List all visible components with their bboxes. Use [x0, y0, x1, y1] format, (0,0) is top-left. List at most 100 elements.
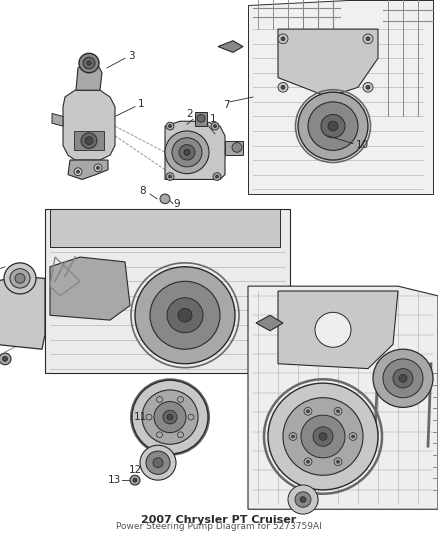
Circle shape: [156, 432, 162, 438]
Circle shape: [166, 122, 174, 130]
Circle shape: [77, 170, 80, 173]
Polygon shape: [248, 286, 438, 509]
Circle shape: [166, 173, 174, 180]
Circle shape: [213, 173, 221, 180]
Circle shape: [315, 312, 351, 348]
Polygon shape: [50, 208, 280, 247]
Bar: [195, 111, 207, 126]
Circle shape: [132, 380, 208, 454]
Circle shape: [172, 138, 202, 167]
Circle shape: [373, 349, 433, 407]
Circle shape: [298, 92, 368, 160]
Circle shape: [133, 478, 137, 482]
Text: Power Steering Pump Diagram for 5273759AI: Power Steering Pump Diagram for 5273759A…: [116, 522, 322, 531]
Circle shape: [4, 263, 36, 294]
Circle shape: [79, 53, 99, 72]
Circle shape: [10, 269, 30, 288]
Text: 3: 3: [128, 51, 134, 61]
Circle shape: [96, 166, 99, 169]
Circle shape: [178, 309, 192, 322]
Circle shape: [288, 485, 318, 514]
Circle shape: [301, 415, 345, 458]
Circle shape: [167, 298, 203, 333]
Circle shape: [215, 175, 219, 178]
Text: 13: 13: [107, 475, 120, 485]
Circle shape: [184, 149, 190, 155]
Text: 1: 1: [210, 114, 216, 124]
Text: 10: 10: [356, 141, 369, 150]
Text: 2007 Chrysler PT Cruiser: 2007 Chrysler PT Cruiser: [141, 515, 297, 525]
Circle shape: [169, 125, 172, 127]
Circle shape: [383, 359, 423, 398]
Circle shape: [197, 115, 205, 122]
Circle shape: [366, 37, 370, 41]
Circle shape: [281, 37, 285, 41]
Text: 8: 8: [140, 186, 146, 196]
Circle shape: [334, 458, 342, 466]
Circle shape: [319, 433, 327, 440]
Circle shape: [321, 115, 345, 138]
Circle shape: [278, 83, 288, 92]
Circle shape: [213, 125, 216, 127]
Polygon shape: [50, 257, 130, 320]
Circle shape: [363, 83, 373, 92]
Polygon shape: [218, 41, 243, 52]
Circle shape: [177, 432, 184, 438]
Circle shape: [307, 410, 310, 413]
Circle shape: [393, 369, 413, 388]
Circle shape: [74, 168, 82, 175]
Polygon shape: [68, 160, 108, 180]
Circle shape: [179, 144, 195, 160]
Circle shape: [3, 357, 7, 361]
Circle shape: [295, 492, 311, 507]
Bar: [225, 141, 243, 155]
Polygon shape: [278, 291, 398, 369]
Circle shape: [150, 281, 220, 349]
Circle shape: [146, 451, 170, 474]
Polygon shape: [45, 208, 290, 374]
Circle shape: [81, 133, 97, 148]
Text: 11: 11: [134, 412, 147, 422]
Text: 12: 12: [128, 465, 141, 475]
Text: 1: 1: [138, 99, 145, 109]
Circle shape: [304, 458, 312, 466]
Circle shape: [336, 410, 339, 413]
Circle shape: [334, 407, 342, 415]
Circle shape: [278, 34, 288, 44]
Circle shape: [313, 427, 333, 446]
Circle shape: [304, 407, 312, 415]
Polygon shape: [256, 315, 283, 331]
Circle shape: [130, 475, 140, 485]
Circle shape: [289, 433, 297, 440]
Circle shape: [349, 433, 357, 440]
Circle shape: [142, 390, 198, 445]
Text: 7: 7: [223, 100, 230, 110]
Circle shape: [268, 383, 378, 490]
Circle shape: [307, 461, 310, 463]
Circle shape: [156, 397, 162, 402]
Polygon shape: [0, 277, 45, 349]
Circle shape: [281, 85, 285, 89]
Text: 9: 9: [174, 199, 180, 209]
Circle shape: [160, 194, 170, 204]
Circle shape: [188, 414, 194, 420]
Circle shape: [399, 374, 407, 382]
Circle shape: [87, 61, 91, 65]
Polygon shape: [63, 90, 115, 160]
Circle shape: [211, 122, 219, 130]
Circle shape: [163, 410, 177, 424]
Circle shape: [85, 137, 93, 144]
Polygon shape: [76, 65, 102, 90]
Polygon shape: [278, 29, 378, 97]
Circle shape: [300, 497, 306, 503]
Circle shape: [363, 34, 373, 44]
Polygon shape: [165, 121, 225, 180]
Circle shape: [135, 266, 235, 364]
Circle shape: [167, 414, 173, 420]
Circle shape: [366, 85, 370, 89]
Circle shape: [336, 461, 339, 463]
Circle shape: [308, 102, 358, 150]
Polygon shape: [52, 114, 63, 126]
Circle shape: [146, 414, 152, 420]
Circle shape: [292, 435, 294, 438]
